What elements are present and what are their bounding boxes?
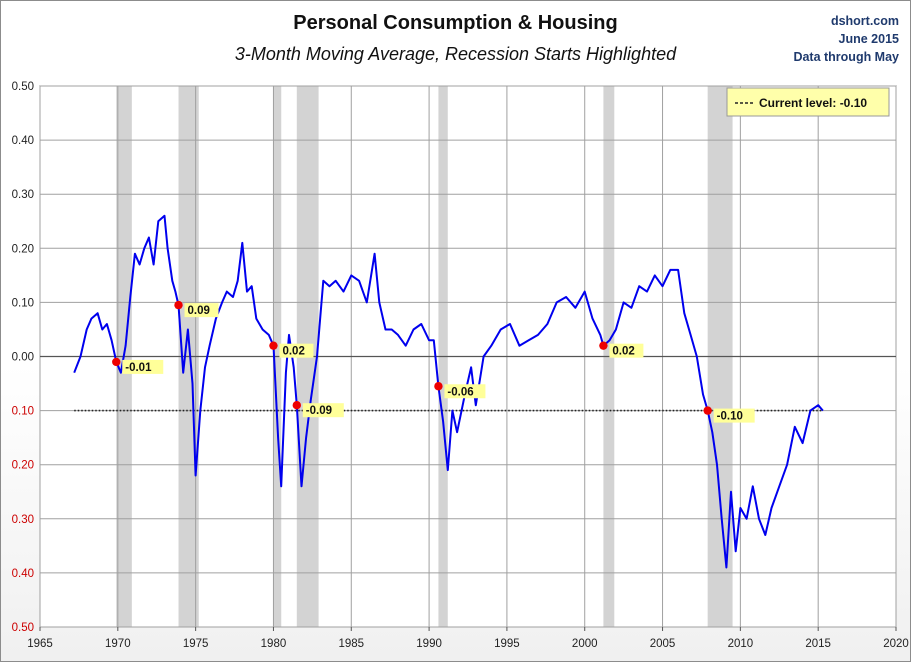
source-name: dshort.com (830, 14, 899, 28)
recession-value-label-4: -0.06 (447, 386, 473, 398)
x-tick-label: 1970 (105, 638, 131, 650)
x-tick-label: 1975 (183, 638, 209, 650)
y-tick-label: 0.20 (12, 460, 34, 472)
recession-label-bg-3 (302, 403, 344, 418)
recession-start-markers: -0.01 0.09 0.02 -0.09 -0.06 0.02 -0.10 (112, 300, 755, 423)
y-tick-label: 0.00 (12, 352, 34, 364)
recession-label-bg-4 (444, 384, 486, 399)
x-tick-label: 2000 (572, 638, 598, 650)
x-tick-label: 2020 (883, 638, 909, 650)
recession-start-marker-4 (434, 382, 443, 391)
y-tick-label: 0.30 (12, 189, 34, 201)
series-group (73, 214, 824, 569)
recession-value-label-6: -0.10 (717, 411, 743, 423)
recession-start-marker-1 (174, 300, 183, 310)
recession-start-marker-2 (269, 341, 278, 350)
y-tick-label: 0.50 (12, 622, 34, 634)
x-tick-label: 2010 (728, 638, 754, 650)
x-tick-label: 1985 (338, 638, 364, 650)
y-tick-label: 0.40 (12, 568, 34, 580)
legend-label: Current level: -0.10 (759, 96, 867, 110)
recession-start-marker-3 (292, 400, 301, 410)
legend-box (726, 87, 890, 117)
recession-label-bg-0 (122, 359, 164, 374)
x-tick-label: 1990 (416, 638, 442, 650)
y-tick-label: 0.10 (12, 297, 34, 309)
chart-subtitle: 3-Month Moving Average, Recession Starts… (234, 44, 677, 64)
axes: 1965 1970 1975 1980 1985 1990 1995 2000 2005 2010… (12, 81, 909, 650)
source-block: dshort.com June 2015 Data through May (793, 12, 899, 66)
recession-start-marker-6 (703, 406, 712, 415)
y-tick-label: 0.20 (12, 243, 34, 255)
recession-value-label-3: -0.09 (306, 405, 332, 417)
recession-start-marker-5 (599, 341, 608, 350)
x-tick-label: 2015 (805, 638, 831, 650)
series-line-0 (73, 214, 824, 569)
recession-value-label-2: 0.02 (282, 346, 304, 358)
source-date: June 2015 (838, 32, 899, 46)
x-tick-label: 1965 (27, 638, 53, 650)
y-tick-label: 0.50 (12, 81, 34, 93)
y-tick-label: 0.10 (12, 406, 34, 418)
recession-label-bg-2 (279, 343, 314, 358)
x-tick-label: 1995 (494, 638, 520, 650)
current-level-legend: Current level: -0.10 (726, 87, 890, 117)
y-tick-label: 0.40 (12, 135, 34, 147)
y-tick-label: 0.30 (12, 514, 34, 526)
recession-value-label-0: -0.01 (125, 362, 152, 374)
recession-label-bg-5 (609, 343, 644, 358)
chart-title: Personal Consumption & Housing (293, 12, 618, 34)
x-tick-label: 2005 (650, 638, 676, 650)
recession-start-marker-0 (112, 357, 121, 367)
data-note: Data through May (793, 50, 899, 64)
recession-value-label-5: 0.02 (612, 346, 634, 358)
recession-value-label-1: 0.09 (188, 305, 210, 317)
recession-label-bg-6 (713, 408, 755, 423)
x-tick-label: 1980 (261, 638, 287, 650)
recession-label-bg-1 (184, 303, 219, 318)
